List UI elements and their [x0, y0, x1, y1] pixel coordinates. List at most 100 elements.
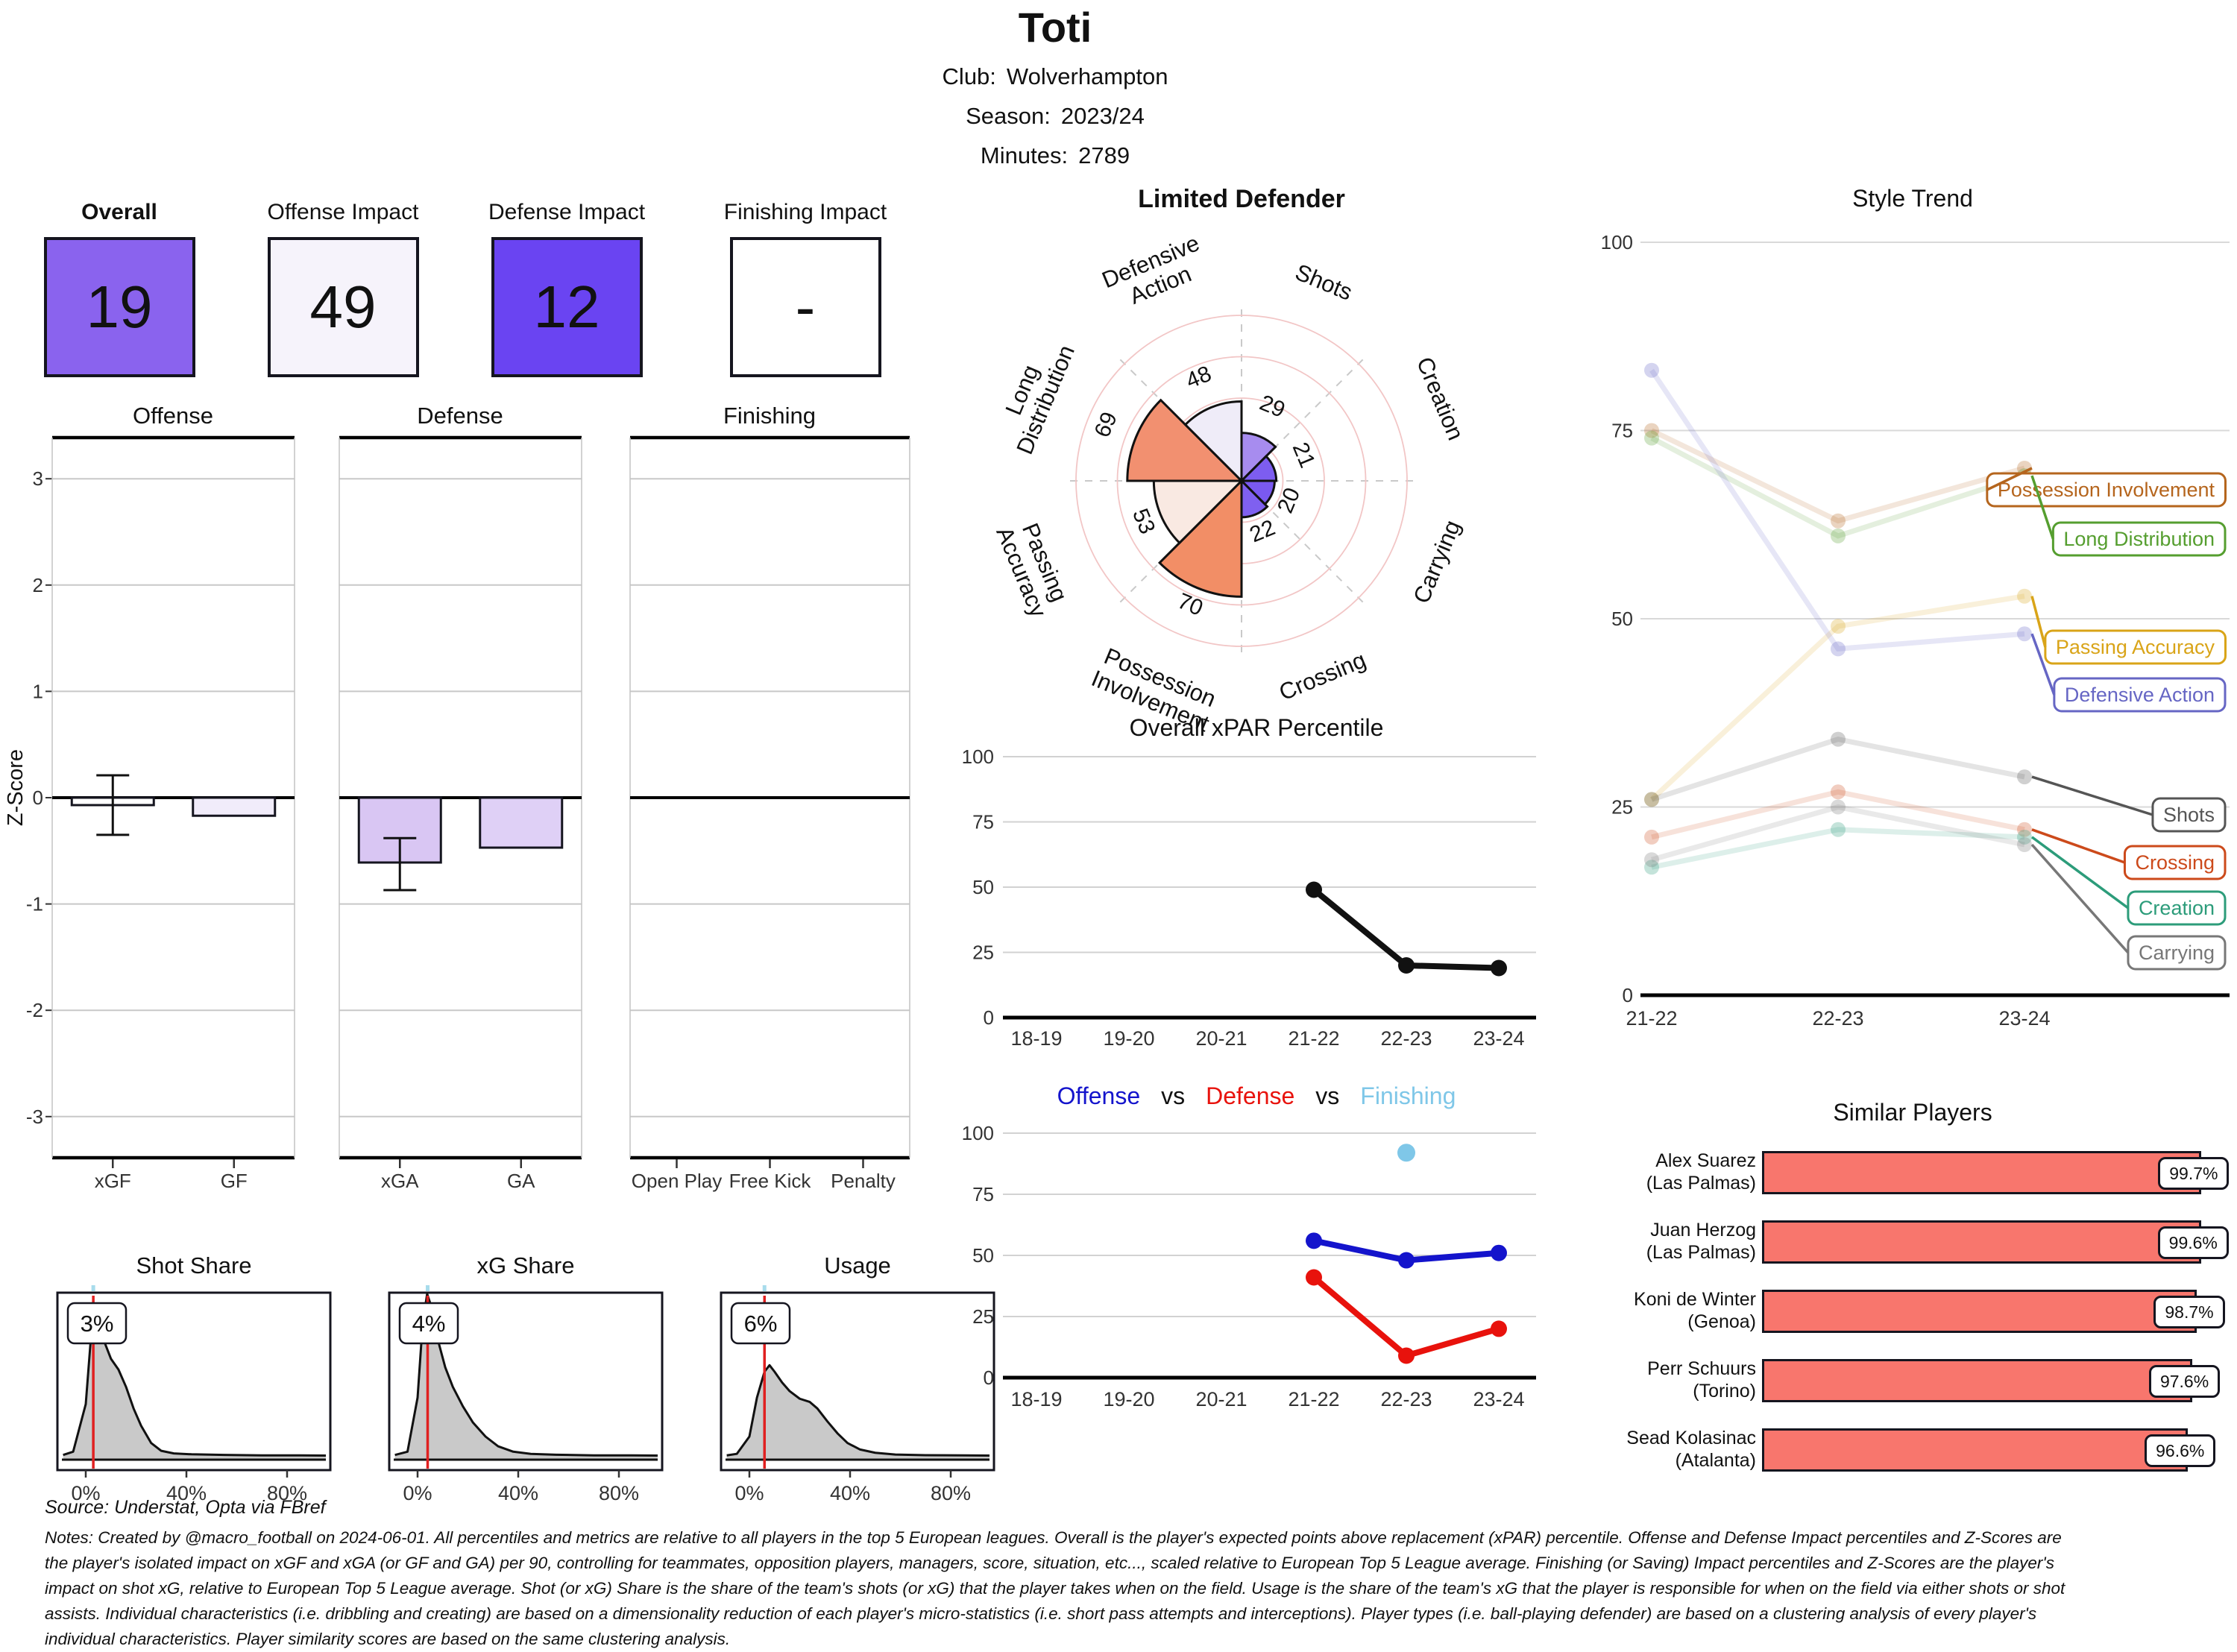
radar-category-label: Crossing: [1275, 646, 1369, 705]
Carrying-point: [2017, 837, 2032, 852]
x-tick-label: 22-23: [1380, 1027, 1432, 1050]
radar-value-label: 29: [1256, 391, 1289, 423]
marker-label-box: [730, 1302, 791, 1345]
Possession Involvement-point: [1644, 423, 1659, 438]
radar-category-label: Shots: [1291, 259, 1356, 306]
x-tick-label: 21-22: [1626, 1007, 1677, 1030]
y-tick-label: 75: [1611, 420, 1633, 442]
label-leader-line: [2030, 843, 2130, 954]
x-tick-label: 22-23: [1380, 1388, 1432, 1410]
impact-value: 49: [309, 274, 377, 340]
Shots-line: [1650, 736, 2025, 802]
label-leader-line: [2031, 828, 2126, 864]
Defense-point: [1398, 1347, 1415, 1364]
Shots-point: [1831, 731, 1846, 747]
x-tick-label: 80%: [931, 1482, 971, 1504]
xPAR-line: [1311, 886, 1502, 971]
marker-label: 3%: [81, 1311, 114, 1337]
similar-player-name: Sead Kolasinac (Atalanta): [1626, 1428, 1756, 1471]
y-tick-label: 0: [1623, 984, 1633, 1006]
Passing Accuracy-point: [1831, 619, 1846, 634]
similarity-bar: [1762, 1289, 2197, 1333]
page-title: Toti: [1018, 4, 1092, 51]
marker-label-box: [398, 1302, 459, 1345]
Carrying-point: [1831, 799, 1846, 815]
season-value: 2023/24: [1060, 102, 1145, 129]
Defensive Action-line: [1649, 368, 2025, 652]
facet-title-defense: Defense: [417, 403, 503, 429]
zscore-panel: xGF GF: [51, 435, 295, 1192]
y-tick-label: 2: [33, 574, 43, 596]
x-tick-label: 23-24: [1473, 1388, 1524, 1410]
y-tick-label: 25: [972, 1305, 994, 1328]
Defense-point: [1306, 1269, 1322, 1286]
y-tick-label: -1: [26, 893, 43, 915]
radar-value-label: 22: [1246, 515, 1278, 547]
xpar-percentile-line-chart: 0 25 50 75 100 18-19 19-20 20-21 21-22 22-23 23-24: [962, 745, 1536, 1050]
Long Distribution-point: [1644, 430, 1659, 446]
minutes-label: Minutes:: [980, 142, 1069, 168]
Possession Involvement-point: [1831, 513, 1846, 529]
series-end-label: Creation: [2139, 897, 2215, 919]
impact-value: 19: [86, 274, 153, 340]
x-tick-label: Penalty: [831, 1170, 896, 1192]
y-tick-label: 50: [1611, 608, 1633, 630]
similar-player-name: Alex Suarez (Las Palmas): [1646, 1150, 1756, 1194]
label-leader-line: [2030, 633, 2056, 696]
x-tick-label: GA: [507, 1170, 535, 1192]
x-tick-label: 0%: [734, 1482, 764, 1504]
style-trend-line-chart: 0 25 50 75 100 21-22 22-23 23-24 Possession Invo…: [1601, 231, 2230, 1030]
Passing Accuracy-line: [1649, 593, 2025, 801]
y-tick-label: 25: [1611, 796, 1633, 819]
marker-label-box: [66, 1302, 128, 1345]
y-tick-label: 25: [972, 942, 994, 964]
panel-border: [388, 1291, 664, 1472]
similarity-bar: [1762, 1428, 2189, 1472]
label-leader-line: [2031, 775, 2153, 816]
radar-value-label: 48: [1183, 362, 1215, 394]
xg-share-density-chart: 4% 0% 40% 80%: [388, 1285, 664, 1504]
x-tick-label: 80%: [267, 1482, 307, 1504]
Carrying-line: [1651, 804, 2025, 863]
label-leader-line: [1986, 467, 2033, 491]
x-tick-label: 80%: [599, 1482, 639, 1504]
similarity-bar: [1762, 1358, 2192, 1402]
series-end-label: Carrying: [2139, 942, 2215, 964]
Defensive Action-point: [2017, 626, 2032, 642]
x-tick-label: 21-22: [1288, 1388, 1339, 1410]
y-tick-label: 0: [33, 786, 43, 809]
shot-share-density-chart: 3% 0% 40% 80%: [56, 1285, 332, 1504]
similarity-bar-track: 97.6%: [1762, 1358, 2230, 1404]
similar-players-chart: Alex Suarez (Las Palmas) 99.7% Juan Herzog(…: [1573, 1138, 2230, 1484]
Creation-line: [1651, 827, 2025, 870]
xPAR-point: [1491, 959, 1507, 977]
impact-card-finishing: Finishing Impact -: [693, 200, 917, 377]
radar-category-label: DefensiveAction: [1098, 230, 1213, 317]
Long Distribution-point: [1831, 528, 1846, 543]
header: Toti Club: Wolverhampton Season: 2023/24 M…: [0, 4, 2110, 169]
impact-value: 12: [533, 274, 600, 340]
y-tick-label: 75: [972, 811, 994, 833]
similarity-bar: [1762, 1220, 2201, 1264]
Passing Accuracy-point: [2017, 588, 2032, 604]
minutes-value: 2789: [1078, 142, 1130, 168]
xpar-title: Overall xPAR Percentile: [1129, 714, 1384, 741]
Passing Accuracy-point: [1644, 792, 1659, 807]
Finishing-point: [1397, 1144, 1415, 1162]
similar-player-name: Perr Schuurs (Torino): [1647, 1358, 1756, 1402]
radar-value-label: 69: [1090, 409, 1122, 441]
club-value: Wolverhampton: [1006, 63, 1168, 89]
Possession Involvement-point: [2017, 461, 2032, 476]
similarity-bar-track: 96.6%: [1762, 1427, 2230, 1473]
radar-sector: [1183, 400, 1243, 484]
panel-border: [720, 1291, 995, 1472]
y-tick-label: 1: [33, 680, 43, 702]
x-tick-label: 20-21: [1195, 1388, 1247, 1410]
density-fill: [63, 1311, 326, 1460]
y-tick-label: 0: [984, 1366, 994, 1389]
y-tick-label: -2: [26, 999, 43, 1021]
impact-value-box: 19: [43, 237, 195, 377]
footer-note-line: individual characteristics. Player simil…: [45, 1630, 731, 1648]
impact-card-offense: Offense Impact 49: [231, 200, 455, 377]
